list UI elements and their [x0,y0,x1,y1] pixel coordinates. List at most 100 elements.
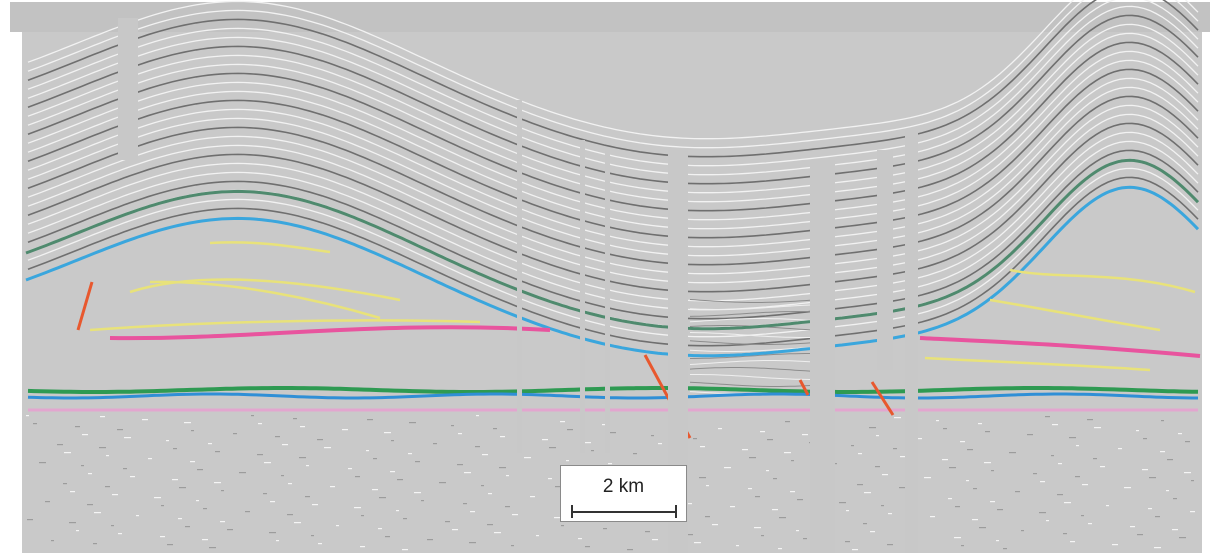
noise-speckle [373,458,377,460]
noise-speckle [712,524,718,526]
noise-speckle [1040,481,1045,483]
noise-speckle [966,480,969,482]
reflector-line [27,5,1199,176]
noise-speckle [1166,490,1169,492]
noise-speckle [900,456,905,458]
noise-speckle [136,515,139,517]
noise-speckle [427,539,433,541]
noise-speckle [1167,459,1173,461]
noise-speckle [167,544,173,546]
noise-speckle [264,462,271,464]
noise-speckle [196,500,199,502]
noise-speckle [949,467,956,469]
reflector-line [689,299,811,303]
reflector-line [27,50,1199,221]
noise-speckle [1155,516,1160,518]
noise-speckle [652,539,658,541]
noise-speckle [372,489,378,491]
noise-speckle [258,423,262,425]
noise-speckle [1070,541,1075,543]
noise-speckle [293,418,297,420]
noise-speckle [311,535,314,537]
reflector-line [689,347,811,352]
noise-speckle [1093,458,1097,460]
noise-speckle [705,516,710,518]
noise-speckle [178,518,182,520]
noise-speckle [790,491,795,493]
noise-speckle [312,504,318,506]
noise-speckle [75,426,80,428]
noise-speckle [948,498,952,500]
noise-speckle [688,503,692,505]
reflector-line [689,340,811,345]
noise-speckle [1154,547,1161,549]
noise-speckle [851,445,854,447]
noise-speckle [361,515,364,517]
noise-speckle [173,448,177,450]
noise-speckle [724,467,731,469]
noise-speckle [778,548,782,550]
noise-speckle [706,485,709,487]
noise-speckle [578,538,582,540]
reflector-line [27,176,1199,347]
noise-speckle [451,425,454,427]
noise-speckle [100,416,105,418]
reflector-line [27,32,1199,203]
noise-speckle [257,454,263,456]
noise-speckle [421,500,424,502]
noise-speckle [208,443,212,445]
reflector-line [27,0,1199,167]
noise-speckle [1075,476,1080,478]
noise-speckle [560,421,565,423]
noise-speckle [693,438,697,440]
noise-speckle [317,439,323,441]
reflector-line [27,41,1199,212]
noise-speckle [1137,534,1143,536]
noise-speckle [870,531,875,533]
noise-speckle [275,436,280,438]
noise-speckle [270,501,275,503]
fault-line [76,281,94,331]
noise-speckle [227,529,233,531]
noise-speckle [415,461,420,463]
noise-speckle [123,468,127,470]
noise-speckle [124,437,131,439]
noise-speckle [403,518,407,520]
noise-speckle [894,417,901,419]
noise-speckle [367,419,373,421]
noise-speckle [1003,548,1007,550]
noise-speckle [287,514,293,516]
noise-speckle [1087,419,1093,421]
noise-speckle [506,475,509,477]
noise-speckle [1039,512,1046,514]
noise-speckle [215,451,220,453]
noise-speckle [736,545,739,547]
noise-speckle [354,507,361,509]
noise-speckle [761,535,764,537]
reflector-line [27,68,1199,239]
noise-speckle [245,511,250,513]
noise-speckle [972,519,978,521]
noise-speckle [1064,502,1071,504]
horizon-intra-yellow [209,241,331,254]
data-gap [517,100,522,453]
data-gap [905,130,918,553]
noise-speckle [94,512,101,514]
noise-speckle [943,428,947,430]
noise-speckle [1136,430,1139,432]
noise-speckle [185,526,190,528]
noise-speckle [154,497,161,499]
noise-speckle [27,519,33,521]
noise-speckle [299,457,306,459]
noise-speckle [402,549,408,551]
noise-speckle [700,446,705,448]
noise-speckle [263,493,267,495]
noise-speckle [294,522,301,524]
horizon-magenta-east [919,336,1201,358]
noise-speckle [802,434,808,436]
noise-speckle [282,444,288,446]
noise-speckle [567,429,573,431]
noise-speckle [378,528,382,530]
noise-speckle [864,492,871,494]
